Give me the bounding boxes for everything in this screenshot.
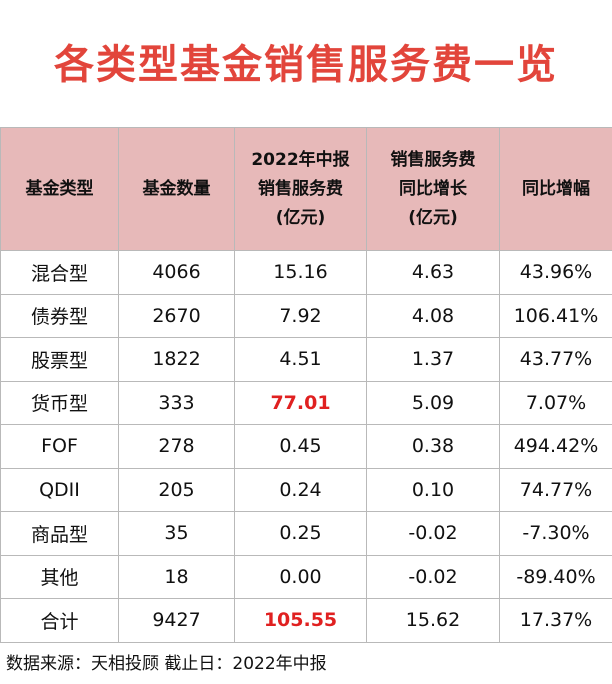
column-header: 2022年中报 销售服务费 (亿元) — [234, 127, 367, 251]
column-header: 基金类型 — [0, 127, 119, 251]
table-cell: 15.16 — [234, 250, 367, 295]
table-cell: -0.02 — [366, 511, 500, 556]
table-cell: 1822 — [118, 337, 235, 382]
table-cell: 7.07% — [499, 380, 612, 425]
table-cell: 105.55 — [234, 598, 367, 643]
table-cell: 货币型 — [0, 380, 119, 425]
table-cell: 205 — [118, 467, 235, 512]
table-cell: 4.51 — [234, 337, 367, 382]
table-cell: QDII — [0, 467, 119, 512]
column-header: 同比增幅 — [499, 127, 612, 251]
table-cell: 2670 — [118, 293, 235, 338]
table-cell: 债券型 — [0, 293, 119, 338]
table-cell: 4066 — [118, 250, 235, 295]
column-header-line: 基金类型 — [25, 178, 94, 199]
page-title: 各类型基金销售服务费一览 — [54, 42, 558, 88]
table-cell: 15.62 — [366, 598, 500, 643]
table-cell: 合计 — [0, 598, 119, 643]
table-cell: 43.77% — [499, 337, 612, 382]
table-cell: 股票型 — [0, 337, 119, 382]
table-cell: 106.41% — [499, 293, 612, 338]
table-row: 合计 9427 105.55 15.62 17.37% — [0, 598, 612, 643]
table-row: 股票型 1822 4.51 1.37 43.77% — [0, 337, 612, 382]
column-header-line: 销售服务费 — [258, 178, 343, 199]
column-header-line: 同比增幅 — [522, 178, 590, 199]
table-cell: 0.45 — [234, 424, 367, 469]
table-cell: 333 — [118, 380, 235, 425]
source-note: 数据来源：天相投顾 截止日：2022年中报 — [6, 654, 327, 674]
table-cell: 0.24 — [234, 467, 367, 512]
table-cell: 4.08 — [366, 293, 500, 338]
table-cell: 77.01 — [234, 380, 367, 425]
column-header-line: 2022年中报 — [251, 149, 350, 170]
table-cell: 5.09 — [366, 380, 500, 425]
table-row: 商品型 35 0.25 -0.02 -7.30% — [0, 511, 612, 556]
table-cell: 1.37 — [366, 337, 500, 382]
table-row: QDII 205 0.24 0.10 74.77% — [0, 467, 612, 512]
table-cell: 7.92 — [234, 293, 367, 338]
table-cell: -7.30% — [499, 511, 612, 556]
table-row: FOF 278 0.45 0.38 494.42% — [0, 424, 612, 469]
column-header-line: (亿元) — [275, 207, 326, 228]
table-cell: 商品型 — [0, 511, 119, 556]
column-header: 销售服务费同比增长 (亿元) — [366, 127, 500, 251]
table-header-row: 基金类型 基金数量 2022年中报 销售服务费 (亿元) 销售服务费 同比增长 (亿元) 同比增… — [0, 127, 612, 251]
table-body: 混合型 4066 15.16 4.63 43.96% 债券型 2670 7.92 4.08 106… — [0, 250, 612, 643]
table-cell: 18 — [118, 554, 235, 599]
table-cell: 0.25 — [234, 511, 367, 556]
table-cell: 278 — [118, 424, 235, 469]
column-header-line: 同比增长 — [399, 178, 467, 199]
table-row: 混合型 4066 15.16 4.63 43.96% — [0, 250, 612, 295]
table-row: 货币型 333 77.01 5.09 7.07% — [0, 380, 612, 425]
table-cell: 494.42% — [499, 424, 612, 469]
table-cell: -89.40% — [499, 554, 612, 599]
table-cell: 0.10 — [366, 467, 500, 512]
table-cell: FOF — [0, 424, 119, 469]
table-cell: 0.38 — [366, 424, 500, 469]
table-cell: 4.63 — [366, 250, 500, 295]
column-header-line: 销售服务费 — [390, 149, 476, 170]
table-row: 债券型 2670 7.92 4.08 106.41% — [0, 293, 612, 338]
table-cell: 43.96% — [499, 250, 612, 295]
fund-fee-table: 基金类型 基金数量 2022年中报 销售服务费 (亿元) 销售服务费 同比增长 (亿元) 同比增… — [0, 127, 612, 643]
table-row: 其他 18 0.00 -0.02 -89.40% — [0, 554, 612, 599]
table-cell: 0.00 — [234, 554, 367, 599]
table-cell: 混合型 — [0, 250, 119, 295]
table-cell: 74.77% — [499, 467, 612, 512]
column-header: 基金数量 — [118, 127, 235, 251]
table-cell: 其他 — [0, 554, 119, 599]
column-header-line: (亿元) — [408, 207, 458, 228]
column-header-line: 基金数量 — [142, 178, 211, 199]
table-cell: 17.37% — [499, 598, 612, 643]
table-cell: -0.02 — [366, 554, 500, 599]
table-cell: 35 — [118, 511, 235, 556]
table-cell: 9427 — [118, 598, 235, 643]
